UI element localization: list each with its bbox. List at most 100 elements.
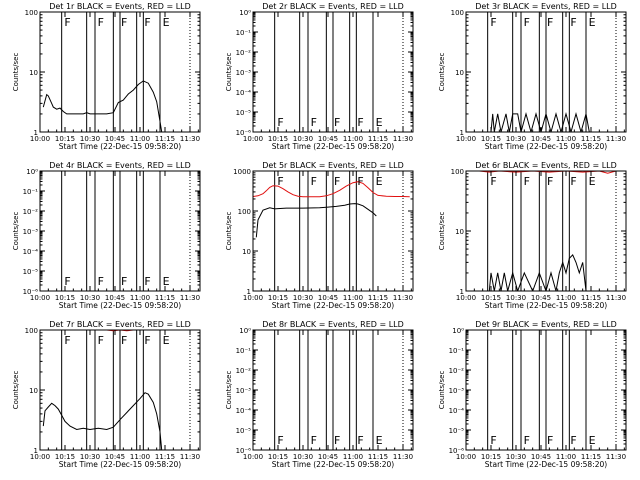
plot-title: Det 8r BLACK = Events, RED = LLD (262, 320, 404, 329)
period-marker-label: F (357, 116, 363, 129)
period-marker-label: F (277, 434, 283, 447)
x-axis-label: Start Time (22-Dec-15 09:58:20) (485, 142, 607, 151)
x-tick-label: 10:30 (80, 453, 100, 461)
y-tick-label: 10⁻⁴ (236, 89, 252, 97)
period-marker-label: F (524, 434, 530, 447)
x-tick-label: 11:15 (368, 294, 388, 302)
y-tick-label: 10⁻¹ (23, 188, 39, 196)
y-tick-label: 10⁰ (452, 327, 464, 335)
y-tick-label: 10 (29, 387, 38, 395)
series-line (490, 112, 590, 132)
x-tick-label: 11:00 (343, 453, 363, 461)
series-group (466, 171, 617, 291)
x-tick-label: 11:30 (393, 453, 413, 461)
y-axis-label: Counts/sec (12, 53, 20, 92)
x-tick-label: 11:00 (130, 453, 150, 461)
period-marker-label: E (163, 275, 170, 288)
series-line (42, 80, 163, 132)
y-tick-label: 10⁻² (236, 367, 252, 375)
x-tick-label: 10:15 (481, 294, 501, 302)
y-tick-label: 10⁰ (239, 9, 251, 17)
x-axis-label: Start Time (22-Dec-15 09:58:20) (485, 301, 607, 310)
y-axis-label: Counts/sec (438, 371, 446, 410)
y-tick-label: 1 (460, 129, 464, 137)
y-tick-label: 1 (247, 288, 251, 296)
x-axis-label: Start Time (22-Dec-15 09:58:20) (272, 460, 394, 469)
y-tick-label: 10⁻⁵ (236, 109, 252, 117)
series-group (42, 80, 163, 132)
x-tick-label: 10:30 (506, 294, 526, 302)
period-marker-label: F (311, 116, 317, 129)
y-axis-label: Counts/sec (225, 212, 233, 251)
y-tick-label: 100 (25, 327, 38, 335)
plot-axes (252, 170, 414, 292)
y-tick-label: 10⁻¹ (236, 29, 252, 37)
series-line (255, 203, 377, 238)
period-marker-label: F (144, 334, 150, 347)
x-tick-label: 11:00 (343, 294, 363, 302)
y-tick-label: 10⁻³ (236, 387, 252, 395)
period-marker-label: F (490, 175, 496, 188)
x-tick-label: 10:00 (243, 135, 263, 143)
y-tick-label: 100 (238, 208, 251, 216)
y-tick-label: 10⁻² (449, 367, 465, 375)
x-tick-label: 10:45 (105, 135, 125, 143)
x-tick-label: 10:45 (105, 453, 125, 461)
y-tick-label: 1 (460, 288, 464, 296)
y-tick-label: 100 (451, 168, 464, 176)
plot-title: Det 9r BLACK = Events, RED = LLD (475, 320, 617, 329)
x-axis-label: Start Time (22-Dec-15 09:58:20) (272, 142, 394, 151)
x-tick-label: 11:00 (343, 135, 363, 143)
y-tick-label: 10⁻² (23, 208, 39, 216)
period-marker-label: F (490, 434, 496, 447)
period-marker-label: F (311, 434, 317, 447)
series-group (490, 112, 590, 132)
plot-title: Det 5r BLACK = Events, RED = LLD (262, 161, 404, 170)
x-tick-label: 11:15 (155, 294, 175, 302)
series-line (106, 330, 134, 332)
plot-title: Det 6r BLACK = Events, RED = LLD (475, 161, 617, 170)
y-tick-label: 10⁻⁵ (236, 427, 252, 435)
x-tick-label: 11:00 (130, 135, 150, 143)
x-tick-label: 10:45 (318, 453, 338, 461)
period-marker-label: F (490, 16, 496, 29)
y-tick-label: 10⁻⁵ (449, 427, 465, 435)
x-tick-label: 10:00 (30, 294, 50, 302)
y-tick-label: 10⁻⁶ (23, 288, 39, 296)
period-marker-label: F (334, 434, 340, 447)
period-marker-label: F (64, 275, 70, 288)
x-tick-label: 11:15 (155, 453, 175, 461)
x-tick-label: 10:30 (506, 135, 526, 143)
x-tick-label: 11:00 (556, 135, 576, 143)
series-line (488, 254, 587, 291)
x-tick-label: 10:30 (293, 135, 313, 143)
period-marker-label: E (376, 116, 383, 129)
period-marker-label: E (376, 175, 383, 188)
period-marker-label: F (144, 16, 150, 29)
x-tick-label: 11:30 (393, 135, 413, 143)
x-tick-label: 10:30 (80, 294, 100, 302)
x-tick-label: 10:15 (268, 135, 288, 143)
y-tick-label: 10⁰ (26, 168, 38, 176)
series-group (253, 181, 410, 238)
x-tick-label: 10:15 (481, 453, 501, 461)
x-tick-label: 11:15 (368, 453, 388, 461)
y-tick-label: 1 (34, 447, 38, 455)
x-tick-label: 11:00 (130, 294, 150, 302)
y-tick-label: 10⁻³ (449, 387, 465, 395)
x-tick-label: 10:00 (243, 294, 263, 302)
period-marker-label: F (311, 175, 317, 188)
y-tick-label: 10⁻³ (236, 69, 252, 77)
x-tick-label: 10:45 (318, 135, 338, 143)
x-tick-label: 11:15 (581, 453, 601, 461)
period-marker-label: F (334, 116, 340, 129)
series-group (42, 330, 163, 450)
x-tick-label: 10:15 (268, 453, 288, 461)
x-tick-label: 11:15 (581, 135, 601, 143)
plot-title: Det 2r BLACK = Events, RED = LLD (262, 2, 404, 11)
